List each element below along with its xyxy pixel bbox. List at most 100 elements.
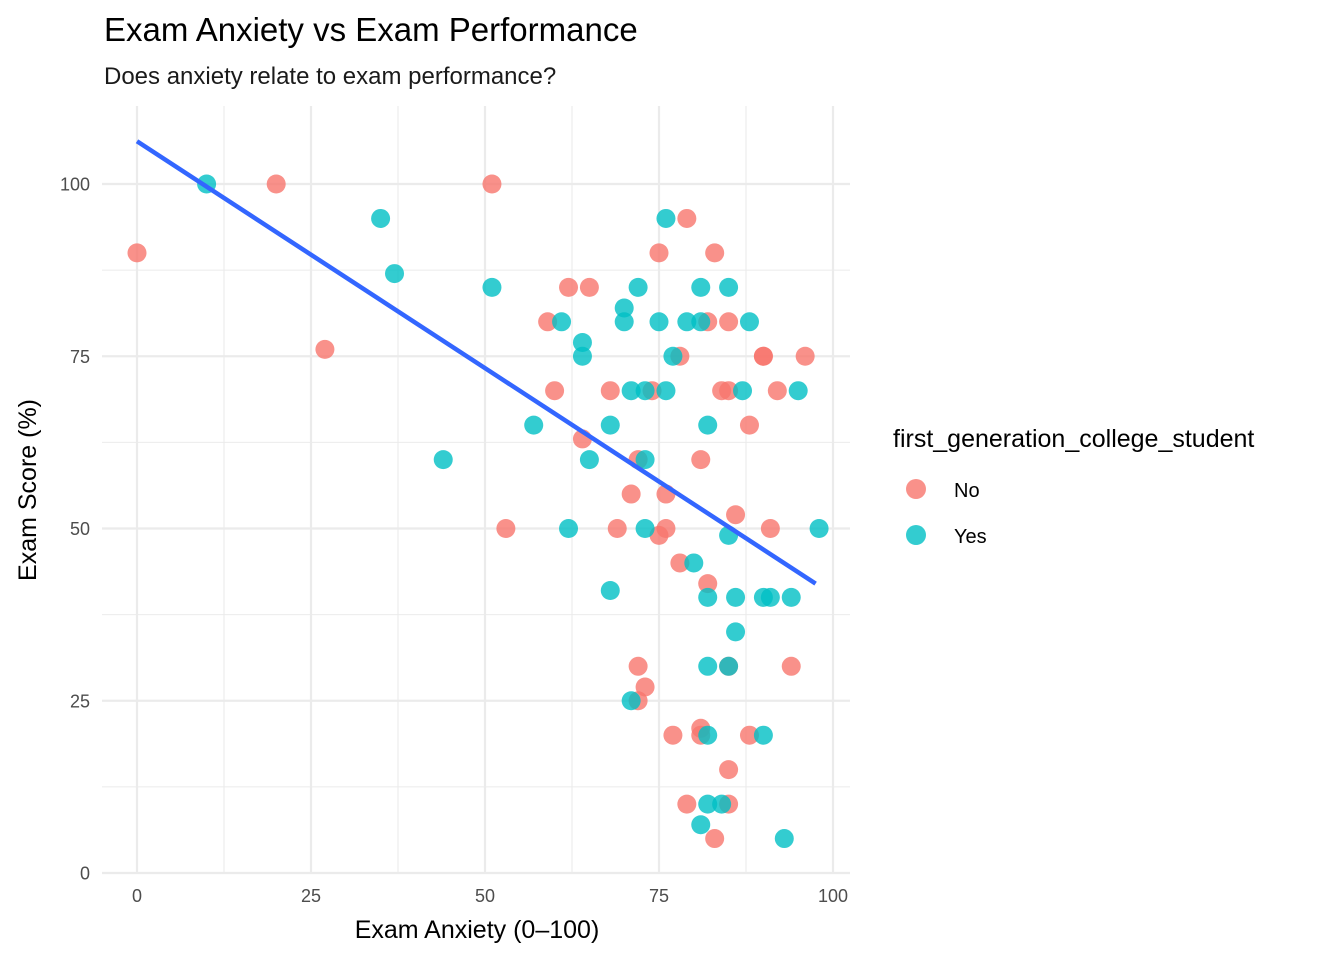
data-point-yes bbox=[781, 587, 801, 607]
data-point-yes bbox=[621, 691, 641, 711]
x-tick-label: 75 bbox=[649, 886, 669, 906]
data-point-yes bbox=[726, 622, 746, 642]
data-point-yes bbox=[524, 415, 544, 435]
data-point-no bbox=[677, 794, 697, 814]
data-point-yes bbox=[482, 277, 502, 297]
data-point-no bbox=[705, 829, 725, 849]
series-no bbox=[127, 174, 815, 849]
y-axis-title: Exam Score (%) bbox=[14, 399, 42, 581]
x-tick-label: 0 bbox=[132, 886, 142, 906]
legend-label-yes: Yes bbox=[954, 526, 987, 548]
y-tick-label: 75 bbox=[70, 347, 90, 367]
data-point-yes bbox=[691, 815, 711, 835]
data-point-no bbox=[600, 381, 620, 401]
data-point-yes bbox=[691, 312, 711, 332]
data-point-yes bbox=[656, 381, 676, 401]
data-point-no bbox=[767, 381, 787, 401]
data-point-yes bbox=[614, 312, 634, 332]
legend-label-no: No bbox=[954, 480, 980, 502]
data-point-no bbox=[719, 760, 739, 780]
data-point-yes bbox=[739, 312, 759, 332]
data-point-no bbox=[760, 519, 780, 538]
data-point-no bbox=[719, 381, 739, 401]
data-point-no bbox=[739, 725, 759, 745]
data-point-yes bbox=[663, 346, 683, 366]
legend-key-yes bbox=[906, 525, 926, 545]
data-point-no bbox=[691, 450, 711, 470]
data-point-yes bbox=[677, 312, 697, 332]
chart-subtitle: Does anxiety relate to exam performance? bbox=[104, 63, 556, 90]
data-point-yes bbox=[600, 415, 620, 435]
y-tick-label: 50 bbox=[70, 519, 90, 539]
data-point-no bbox=[726, 505, 746, 525]
data-point-yes bbox=[760, 587, 780, 607]
series-yes bbox=[197, 174, 829, 849]
data-point-yes bbox=[733, 381, 753, 401]
data-point-yes bbox=[621, 381, 641, 401]
data-point-yes bbox=[371, 208, 391, 228]
data-point-yes bbox=[698, 656, 718, 676]
data-point-yes bbox=[628, 277, 648, 297]
data-point-no bbox=[753, 346, 773, 366]
data-point-no bbox=[545, 381, 565, 401]
data-point-no bbox=[649, 243, 669, 263]
data-point-yes bbox=[635, 381, 655, 401]
data-point-yes bbox=[726, 587, 746, 607]
data-point-no bbox=[496, 519, 516, 538]
y-axis-ticks: 0 25 50 75 100 bbox=[60, 175, 90, 884]
regression-line bbox=[135, 139, 817, 586]
data-point-yes bbox=[552, 312, 572, 332]
x-axis-ticks: 0 25 50 75 100 bbox=[132, 886, 848, 906]
x-tick-label: 25 bbox=[301, 886, 321, 906]
y-tick-label: 100 bbox=[60, 175, 90, 195]
x-tick-label: 50 bbox=[475, 886, 495, 906]
data-point-yes bbox=[698, 794, 718, 814]
data-point-yes bbox=[614, 298, 634, 318]
data-point-no bbox=[656, 519, 676, 538]
data-point-no bbox=[579, 277, 599, 297]
data-point-yes bbox=[559, 519, 579, 538]
chart-title: Exam Anxiety vs Exam Performance bbox=[104, 11, 638, 48]
data-point-no bbox=[482, 174, 502, 194]
data-point-no bbox=[795, 346, 815, 366]
y-tick-label: 25 bbox=[70, 691, 90, 711]
data-point-no bbox=[621, 484, 641, 504]
data-point-yes bbox=[635, 519, 655, 538]
data-point-no bbox=[538, 312, 558, 332]
data-point-no bbox=[663, 725, 683, 745]
data-point-no bbox=[670, 553, 690, 573]
data-point-yes bbox=[600, 581, 620, 601]
data-point-no bbox=[127, 243, 147, 263]
data-point-yes bbox=[635, 450, 655, 470]
data-point-yes bbox=[698, 587, 718, 607]
legend-title: first_generation_college_student bbox=[893, 425, 1254, 453]
data-point-yes bbox=[698, 415, 718, 435]
data-point-no bbox=[677, 208, 697, 228]
data-point-no bbox=[635, 677, 655, 697]
y-tick-label: 0 bbox=[80, 864, 90, 884]
legend-key-no bbox=[906, 479, 926, 499]
data-point-no bbox=[266, 174, 286, 194]
data-point-no bbox=[781, 656, 801, 676]
data-point-yes bbox=[719, 656, 739, 676]
data-point-yes bbox=[433, 450, 453, 470]
data-point-no bbox=[698, 574, 718, 594]
data-point-yes bbox=[385, 264, 405, 284]
points-layer bbox=[127, 174, 829, 849]
data-point-no bbox=[559, 277, 579, 297]
data-point-yes bbox=[698, 725, 718, 745]
data-point-yes bbox=[572, 332, 592, 352]
data-point-yes bbox=[572, 346, 592, 366]
x-tick-label: 100 bbox=[818, 886, 848, 906]
data-point-yes bbox=[719, 277, 739, 297]
data-point-yes bbox=[753, 725, 773, 745]
data-point-yes bbox=[656, 208, 676, 228]
data-point-yes bbox=[788, 381, 808, 401]
data-point-yes bbox=[774, 829, 794, 849]
data-point-no bbox=[607, 519, 627, 538]
data-point-yes bbox=[809, 519, 829, 538]
data-point-no bbox=[705, 243, 725, 263]
data-point-no bbox=[739, 415, 759, 435]
data-point-yes bbox=[712, 794, 732, 814]
